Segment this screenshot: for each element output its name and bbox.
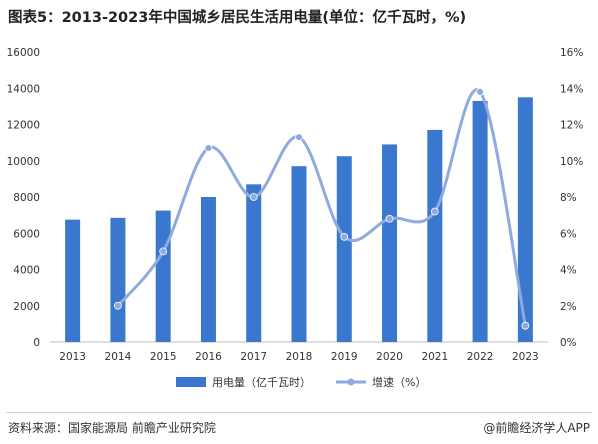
x-tick-label: 2021 bbox=[421, 351, 448, 363]
x-tick-label: 2013 bbox=[59, 351, 86, 363]
footer-divider bbox=[6, 412, 592, 413]
legend-line-marker bbox=[347, 378, 355, 386]
bar-2018 bbox=[291, 166, 307, 342]
line-series bbox=[114, 87, 530, 330]
x-tick-label: 2015 bbox=[150, 351, 177, 363]
left-axis-ticks: 0 2000 4000 6000 8000 10000 12000 14000 16000 bbox=[7, 47, 40, 349]
left-tick-label: 16000 bbox=[7, 47, 40, 59]
growth-point-2015 bbox=[159, 247, 168, 256]
source-note: 资料来源：国家能源局 前瞻产业研究院 bbox=[8, 421, 216, 435]
legend-bar-label: 用电量（亿千瓦时） bbox=[212, 376, 311, 389]
right-tick-label: 2% bbox=[560, 301, 577, 313]
x-tick-label: 2014 bbox=[105, 351, 132, 363]
right-tick-label: 0% bbox=[560, 337, 577, 349]
right-tick-label: 6% bbox=[560, 228, 577, 240]
bar-2015 bbox=[155, 210, 171, 342]
bar-2016 bbox=[200, 197, 216, 342]
right-tick-label: 16% bbox=[560, 47, 583, 59]
brand-label: @前瞻经济学人APP bbox=[483, 421, 590, 435]
legend: 用电量（亿千瓦时） 增速（%） bbox=[176, 375, 426, 389]
x-tick-label: 2017 bbox=[240, 351, 267, 363]
growth-line bbox=[116, 88, 527, 326]
growth-point-2019 bbox=[340, 232, 349, 241]
chart-title: 图表5：2013-2023年中国城乡居民生活用电量(单位：亿千瓦时，%) bbox=[8, 10, 467, 26]
chart: 0 2000 4000 6000 8000 10000 12000 14000 16000 0%… bbox=[7, 47, 584, 389]
legend-bar-swatch bbox=[176, 377, 206, 387]
growth-point-2021 bbox=[430, 207, 439, 216]
bar-2020 bbox=[382, 144, 398, 342]
growth-point-2016 bbox=[204, 144, 213, 152]
x-tick-label: 2020 bbox=[376, 351, 403, 363]
left-tick-label: 4000 bbox=[13, 265, 40, 277]
left-tick-label: 12000 bbox=[7, 120, 40, 132]
growth-point-2022 bbox=[476, 87, 484, 96]
growth-point-2023 bbox=[521, 321, 530, 330]
legend-line-label: 增速（%） bbox=[372, 375, 426, 389]
x-tick-label: 2018 bbox=[286, 351, 313, 363]
bar-2014 bbox=[110, 217, 126, 342]
bar-series bbox=[65, 97, 533, 342]
growth-point-2018 bbox=[295, 133, 303, 142]
bar-2017 bbox=[246, 184, 262, 342]
left-tick-label: 2000 bbox=[13, 301, 40, 313]
right-tick-label: 4% bbox=[560, 265, 577, 277]
left-tick-label: 10000 bbox=[7, 156, 40, 168]
growth-point-2014 bbox=[114, 301, 122, 310]
left-tick-label: 6000 bbox=[13, 228, 40, 240]
left-tick-label: 0 bbox=[33, 337, 40, 349]
x-axis-ticks: 2013 2014 2015 2016 2017 2018 2019 2020 2021 2022… bbox=[59, 351, 538, 363]
x-tick-label: 2022 bbox=[467, 351, 494, 363]
bar-2019 bbox=[336, 156, 352, 342]
left-tick-label: 8000 bbox=[13, 192, 40, 204]
bar-2021 bbox=[427, 129, 443, 342]
x-tick-label: 2016 bbox=[195, 351, 222, 363]
bar-2013 bbox=[65, 219, 81, 342]
left-tick-label: 14000 bbox=[7, 83, 40, 95]
right-tick-label: 8% bbox=[560, 192, 577, 204]
x-tick-label: 2023 bbox=[512, 351, 539, 363]
bar-2023 bbox=[517, 97, 533, 342]
right-axis-ticks: 0% 2% 4% 6% 8% 10% 12% 14% 16% bbox=[560, 47, 583, 349]
right-tick-label: 10% bbox=[560, 156, 583, 168]
x-tick-label: 2019 bbox=[331, 351, 358, 363]
growth-point-2020 bbox=[385, 214, 394, 223]
growth-point-2017 bbox=[249, 193, 258, 201]
bar-2022 bbox=[472, 100, 488, 342]
right-tick-label: 12% bbox=[560, 120, 583, 132]
right-tick-label: 14% bbox=[560, 83, 583, 95]
